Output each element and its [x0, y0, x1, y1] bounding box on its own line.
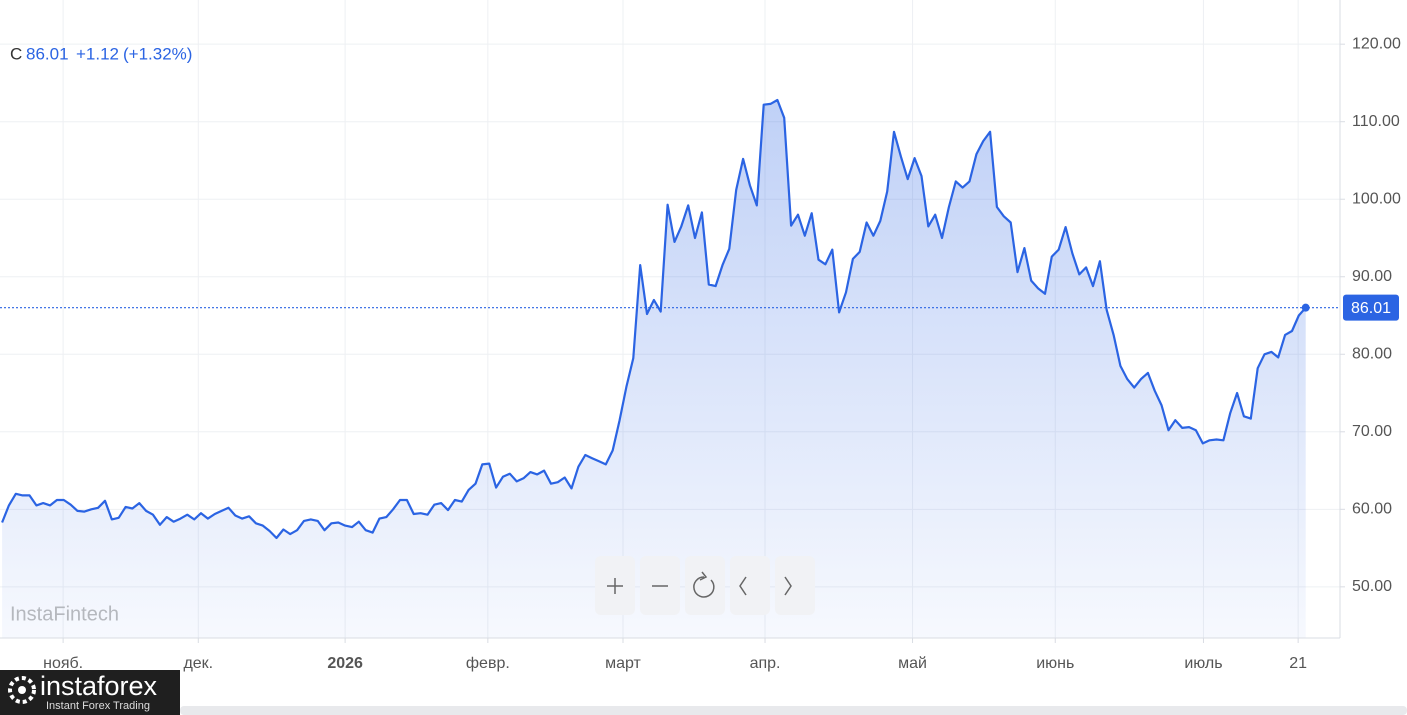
y-tick-label: 120.00	[1352, 35, 1401, 52]
y-tick-label: 70.00	[1352, 423, 1392, 440]
x-tick-label: июль	[1184, 655, 1222, 672]
reset-button[interactable]	[685, 556, 725, 615]
header-change: +1.12	[76, 44, 119, 63]
x-tick-label: июнь	[1036, 655, 1074, 672]
x-tick-label: май	[898, 655, 927, 672]
x-tick-label: март	[605, 655, 641, 672]
y-tick-label: 80.00	[1352, 345, 1392, 362]
scroll-left-button[interactable]	[730, 556, 770, 615]
x-tick-label: 2026	[327, 655, 363, 672]
scroll-right-button[interactable]	[775, 556, 815, 615]
logo: instaforex Instant Forex Trading	[0, 670, 180, 715]
last-price-label: 86.01	[1351, 300, 1391, 317]
plot	[0, 98, 1340, 638]
y-tick-label: 90.00	[1352, 268, 1392, 285]
zoom-in-button[interactable]	[595, 556, 635, 615]
y-tick-label: 110.00	[1352, 113, 1400, 130]
zoom-out-button[interactable]	[640, 556, 680, 615]
header-price: 86.01	[26, 44, 69, 63]
y-tick-label: 50.00	[1352, 578, 1392, 595]
x-tick-label: февр.	[466, 655, 510, 672]
last-point	[1301, 303, 1310, 312]
x-tick-label: дек.	[183, 655, 213, 672]
watermark: InstaFintech	[10, 603, 119, 625]
logo-name: instaforex	[40, 671, 158, 701]
area	[2, 100, 1306, 638]
price-line	[1, 98, 1307, 540]
y-tick-label: 100.00	[1352, 190, 1401, 207]
x-tick-label: апр.	[750, 655, 781, 672]
scrollbar[interactable]	[180, 706, 1407, 715]
x-tick-label: нояб.	[43, 655, 83, 672]
symbol: C	[10, 44, 22, 63]
logo-tagline: Instant Forex Trading	[46, 700, 150, 712]
last-price-badge	[1343, 294, 1399, 321]
zoom-controls	[595, 556, 815, 615]
header-change-pct: (+1.32%)	[123, 44, 192, 63]
x-tick-label: 21	[1289, 655, 1307, 672]
y-tick-label: 60.00	[1352, 501, 1392, 518]
